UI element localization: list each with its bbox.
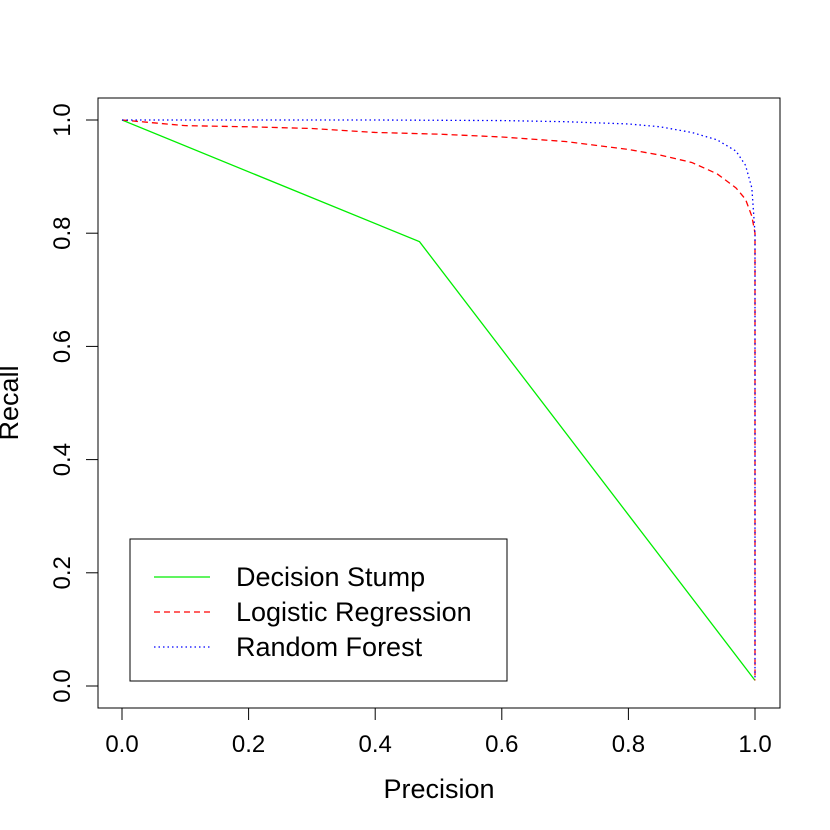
y-axis-label: Recall [0, 365, 24, 440]
y-tick-label: 0.8 [49, 217, 76, 250]
legend-label: Decision Stump [236, 562, 425, 592]
x-tick-label: 0.4 [359, 731, 392, 758]
x-tick-label: 0.6 [485, 731, 518, 758]
y-tick-label: 0.6 [49, 330, 76, 363]
series-line-decision-stump [121, 119, 756, 681]
x-tick-label: 0.0 [105, 731, 138, 758]
y-tick-label: 0.4 [49, 443, 76, 476]
x-tick-label: 1.0 [738, 731, 771, 758]
series-line-random-forest [122, 119, 756, 681]
y-tick-label: 1.0 [49, 103, 76, 136]
legend-label: Logistic Regression [236, 597, 472, 627]
legend: Decision Stump Logistic Regression Random … [129, 538, 508, 682]
x-axis-label: Precision [383, 774, 494, 804]
series-layer [121, 119, 756, 681]
x-tick-label: 0.8 [612, 731, 645, 758]
series-line-logistic-regression [121, 119, 756, 681]
legend-label: Random Forest [236, 632, 423, 662]
y-axis: 0.0 0.2 0.4 0.6 0.8 1.0 [49, 103, 99, 703]
x-axis: 0.0 0.2 0.4 0.6 0.8 1.0 [105, 707, 772, 758]
y-tick-label: 0.2 [49, 556, 76, 589]
x-tick-label: 0.2 [232, 731, 265, 758]
y-tick-label: 0.0 [49, 669, 76, 702]
legend-box [129, 538, 508, 682]
